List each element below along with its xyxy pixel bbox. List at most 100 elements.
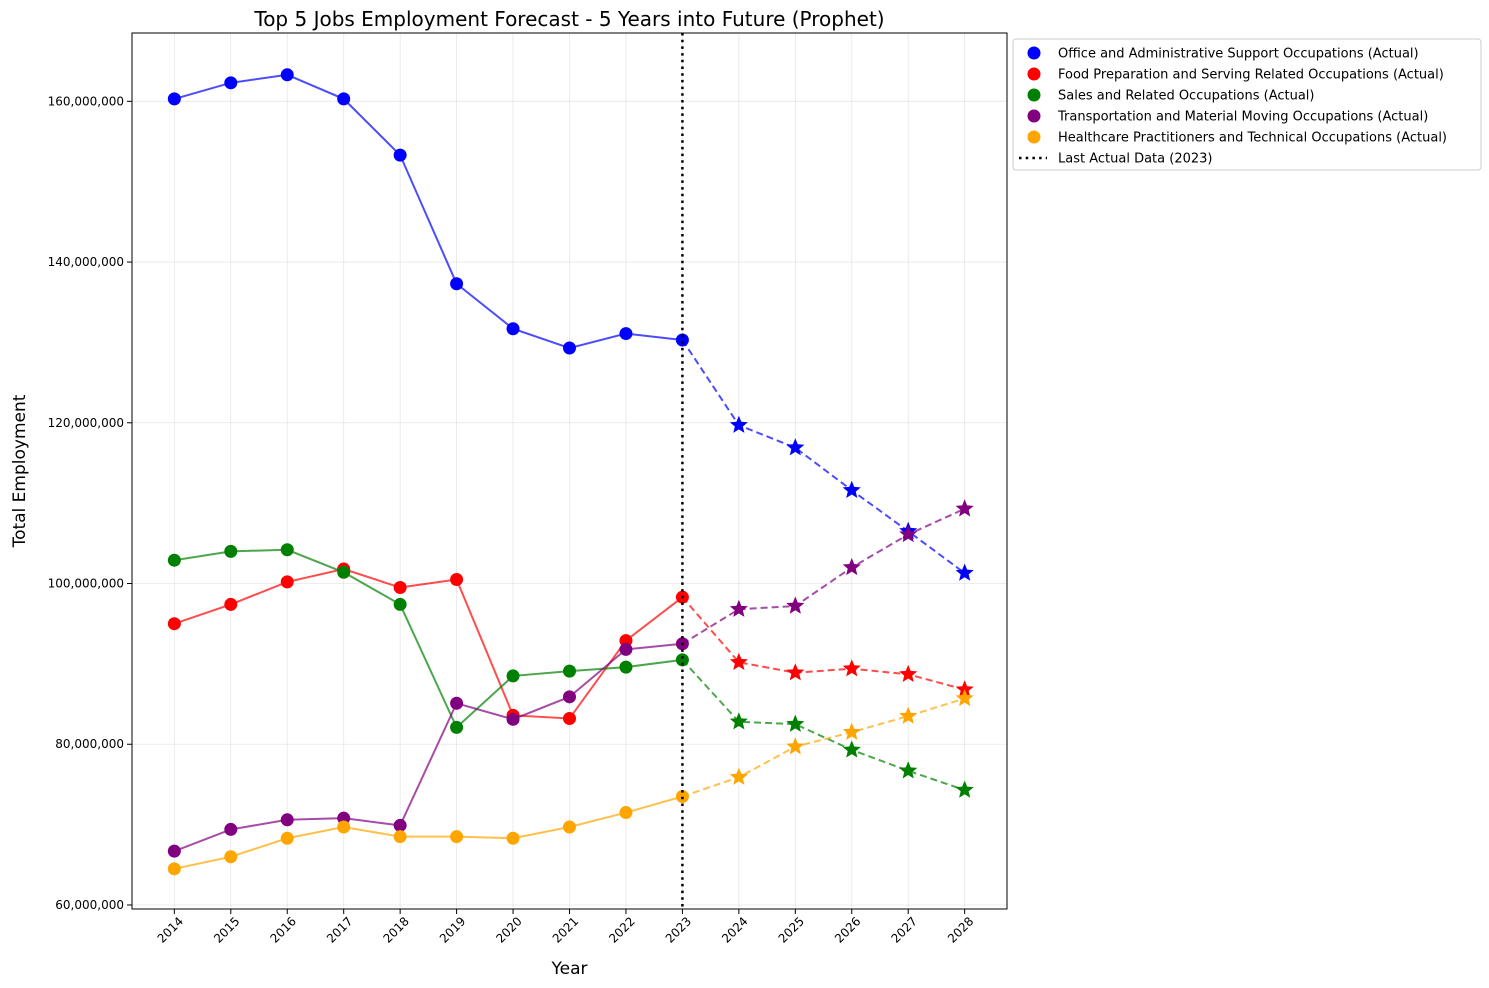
actual-point: [280, 68, 294, 82]
series-5: [167, 688, 974, 876]
legend-entry: Food Preparation and Serving Related Occ…: [1058, 68, 1444, 83]
forecast-point: [955, 563, 974, 581]
forecast-point: [955, 780, 974, 798]
legend-marker: [1027, 88, 1041, 102]
actual-point: [224, 850, 238, 864]
x-tick-label: 2014: [155, 914, 186, 945]
forecast-point: [955, 499, 974, 517]
actual-point: [337, 820, 351, 834]
actual-point: [675, 789, 689, 803]
x-tick-label: 2019: [437, 914, 468, 945]
y-tick-label: 100,000,000: [48, 577, 124, 591]
actual-point: [280, 575, 294, 589]
y-tick-label: 120,000,000: [48, 416, 124, 430]
series-forecast-line: [681, 507, 966, 645]
x-tick-label: 2027: [888, 914, 919, 945]
legend-entry: Healthcare Practitioners and Technical O…: [1058, 131, 1447, 146]
actual-point: [563, 664, 576, 678]
actual-point: [450, 277, 464, 291]
actual-point: [167, 862, 181, 876]
forecast-point: [786, 438, 805, 456]
actual-point: [506, 322, 520, 336]
x-tick-label: 2024: [719, 914, 750, 945]
actual-point: [619, 327, 633, 341]
y-tick-label: 140,000,000: [48, 255, 124, 269]
forecast-point: [786, 714, 805, 732]
x-tick-label: 2026: [832, 914, 863, 945]
series-3: [167, 543, 974, 798]
forecast-point: [842, 722, 861, 740]
legend-entry: Transportation and Material Moving Occup…: [1057, 110, 1428, 125]
actual-point: [393, 597, 407, 611]
actual-point: [167, 844, 181, 858]
actual-point: [450, 830, 464, 844]
forecast-point: [955, 688, 974, 707]
x-tick-label: 2020: [493, 914, 524, 945]
series-1: [167, 68, 974, 581]
x-tick-label: 2021: [550, 914, 581, 945]
actual-point: [393, 581, 407, 595]
actual-point: [393, 830, 407, 844]
actual-point: [280, 813, 294, 827]
forecast-point: [842, 480, 861, 498]
forecast-point: [899, 664, 918, 683]
actual-point: [506, 831, 520, 845]
actual-point: [393, 818, 407, 832]
forecast-point: [729, 767, 748, 785]
actual-point: [337, 565, 351, 579]
forecast-point: [899, 761, 918, 779]
actual-point: [224, 822, 238, 836]
forecast-point: [899, 524, 918, 543]
series-forecast-line: [681, 596, 965, 691]
forecast-point: [842, 740, 861, 758]
actual-point: [563, 341, 576, 355]
x-tick-label: 2015: [211, 914, 242, 945]
y-axis-ticks: 60,000,000 80,000,000 100,000,000 120,000,0…: [48, 94, 132, 912]
actual-point: [393, 148, 407, 162]
forecast-point: [729, 652, 748, 670]
y-tick-label: 80,000,000: [55, 737, 124, 751]
actual-point: [619, 642, 633, 656]
series-forecast-line: [682, 697, 965, 798]
actual-point: [224, 544, 238, 558]
legend: Office and Administrative Support Occupa…: [1012, 38, 1482, 171]
x-tick-label: 2018: [380, 914, 411, 945]
forecast-point: [955, 680, 974, 698]
actual-point: [450, 572, 464, 586]
forecast-point: [842, 659, 861, 677]
forecast-point: [786, 737, 805, 755]
forecast-point: [842, 557, 861, 576]
actual-point: [506, 712, 520, 726]
actual-point: [619, 660, 633, 674]
legend-entry: Office and Administrative Support Occupa…: [1058, 47, 1419, 62]
x-axis-label: Year: [551, 959, 588, 979]
actual-point: [224, 76, 238, 90]
forecast-point: [786, 596, 805, 614]
x-tick-label: 2025: [776, 914, 807, 945]
legend-entry: Last Actual Data (2023): [1058, 152, 1212, 167]
y-axis-label: Total Employment: [10, 394, 30, 548]
actual-point: [506, 669, 520, 683]
x-tick-label: 2016: [268, 914, 299, 945]
forecast-point: [786, 663, 805, 681]
series-4: [167, 499, 974, 858]
x-tick-label: 2028: [945, 914, 976, 945]
series-actual-line: [174, 795, 683, 870]
legend-marker: [1027, 130, 1041, 144]
series-forecast-line: [681, 339, 966, 574]
forecast-point: [899, 706, 918, 724]
legend-marker: [1027, 109, 1041, 123]
x-axis-ticks: 2014 2015 2016 2017 2018 2019 2020 2021 2022 2023…: [155, 909, 976, 946]
x-tick-label: 2023: [663, 914, 694, 945]
actual-point: [280, 831, 294, 845]
legend-marker: [1027, 46, 1041, 60]
actual-point: [280, 543, 294, 557]
actual-point: [337, 92, 351, 106]
series-actual-line: [174, 548, 683, 730]
legend-marker: [1027, 67, 1041, 81]
forecast-point: [729, 599, 748, 617]
actual-point: [563, 820, 576, 834]
actual-point: [619, 806, 633, 820]
actual-point: [167, 553, 181, 567]
chart-title: Top 5 Jobs Employment Forecast - 5 Years…: [253, 7, 884, 31]
